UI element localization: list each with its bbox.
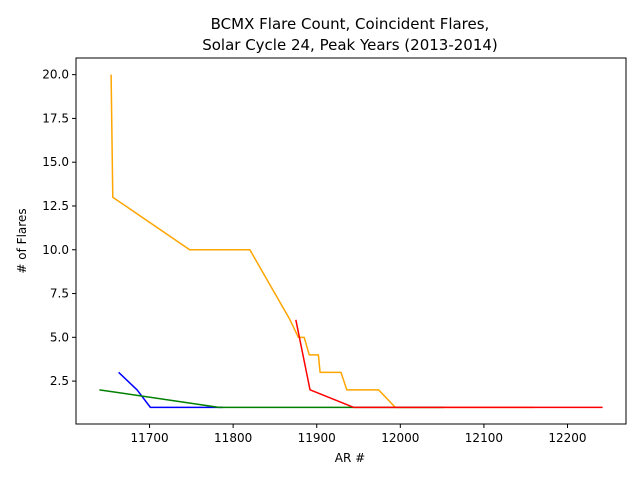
- y-tick-label: 12.5: [42, 199, 69, 213]
- y-axis-ticks: 2.5 5.0 7.5 10.0 12.5 15.0 17.5 20.0: [42, 68, 76, 388]
- chart-title-line-1: BCMX Flare Count, Coincident Flares,: [211, 15, 490, 33]
- series-layer: [99, 74, 603, 409]
- chart-title-line-2: Solar Cycle 24, Peak Years (2013-2014): [202, 36, 498, 54]
- y-tick-label: 10.0: [42, 243, 69, 257]
- y-tick-label: 20.0: [42, 68, 69, 82]
- plot-frame: [75, 57, 627, 425]
- x-tick-label: 11700: [130, 431, 168, 445]
- y-tick-label: 5.0: [50, 330, 69, 344]
- x-tick-label: 12100: [465, 431, 503, 445]
- x-tick-label: 12000: [381, 431, 419, 445]
- x-tick-label: 12200: [548, 431, 586, 445]
- y-tick-label: 15.0: [42, 155, 69, 169]
- x-axis-label: AR #: [335, 451, 365, 465]
- x-tick-label: 11800: [214, 431, 252, 445]
- y-tick-label: 7.5: [50, 287, 69, 301]
- y-tick-label: 2.5: [50, 374, 69, 388]
- x-axis-ticks: 11700 11800 11900 12000 12100 12200: [130, 424, 587, 445]
- x-tick-label: 11900: [298, 431, 336, 445]
- y-axis-label: # of Flares: [15, 208, 29, 273]
- y-tick-label: 17.5: [42, 111, 69, 125]
- series-line-2: [118, 371, 224, 409]
- series-line-4: [295, 319, 603, 409]
- series-line-1: [110, 74, 535, 409]
